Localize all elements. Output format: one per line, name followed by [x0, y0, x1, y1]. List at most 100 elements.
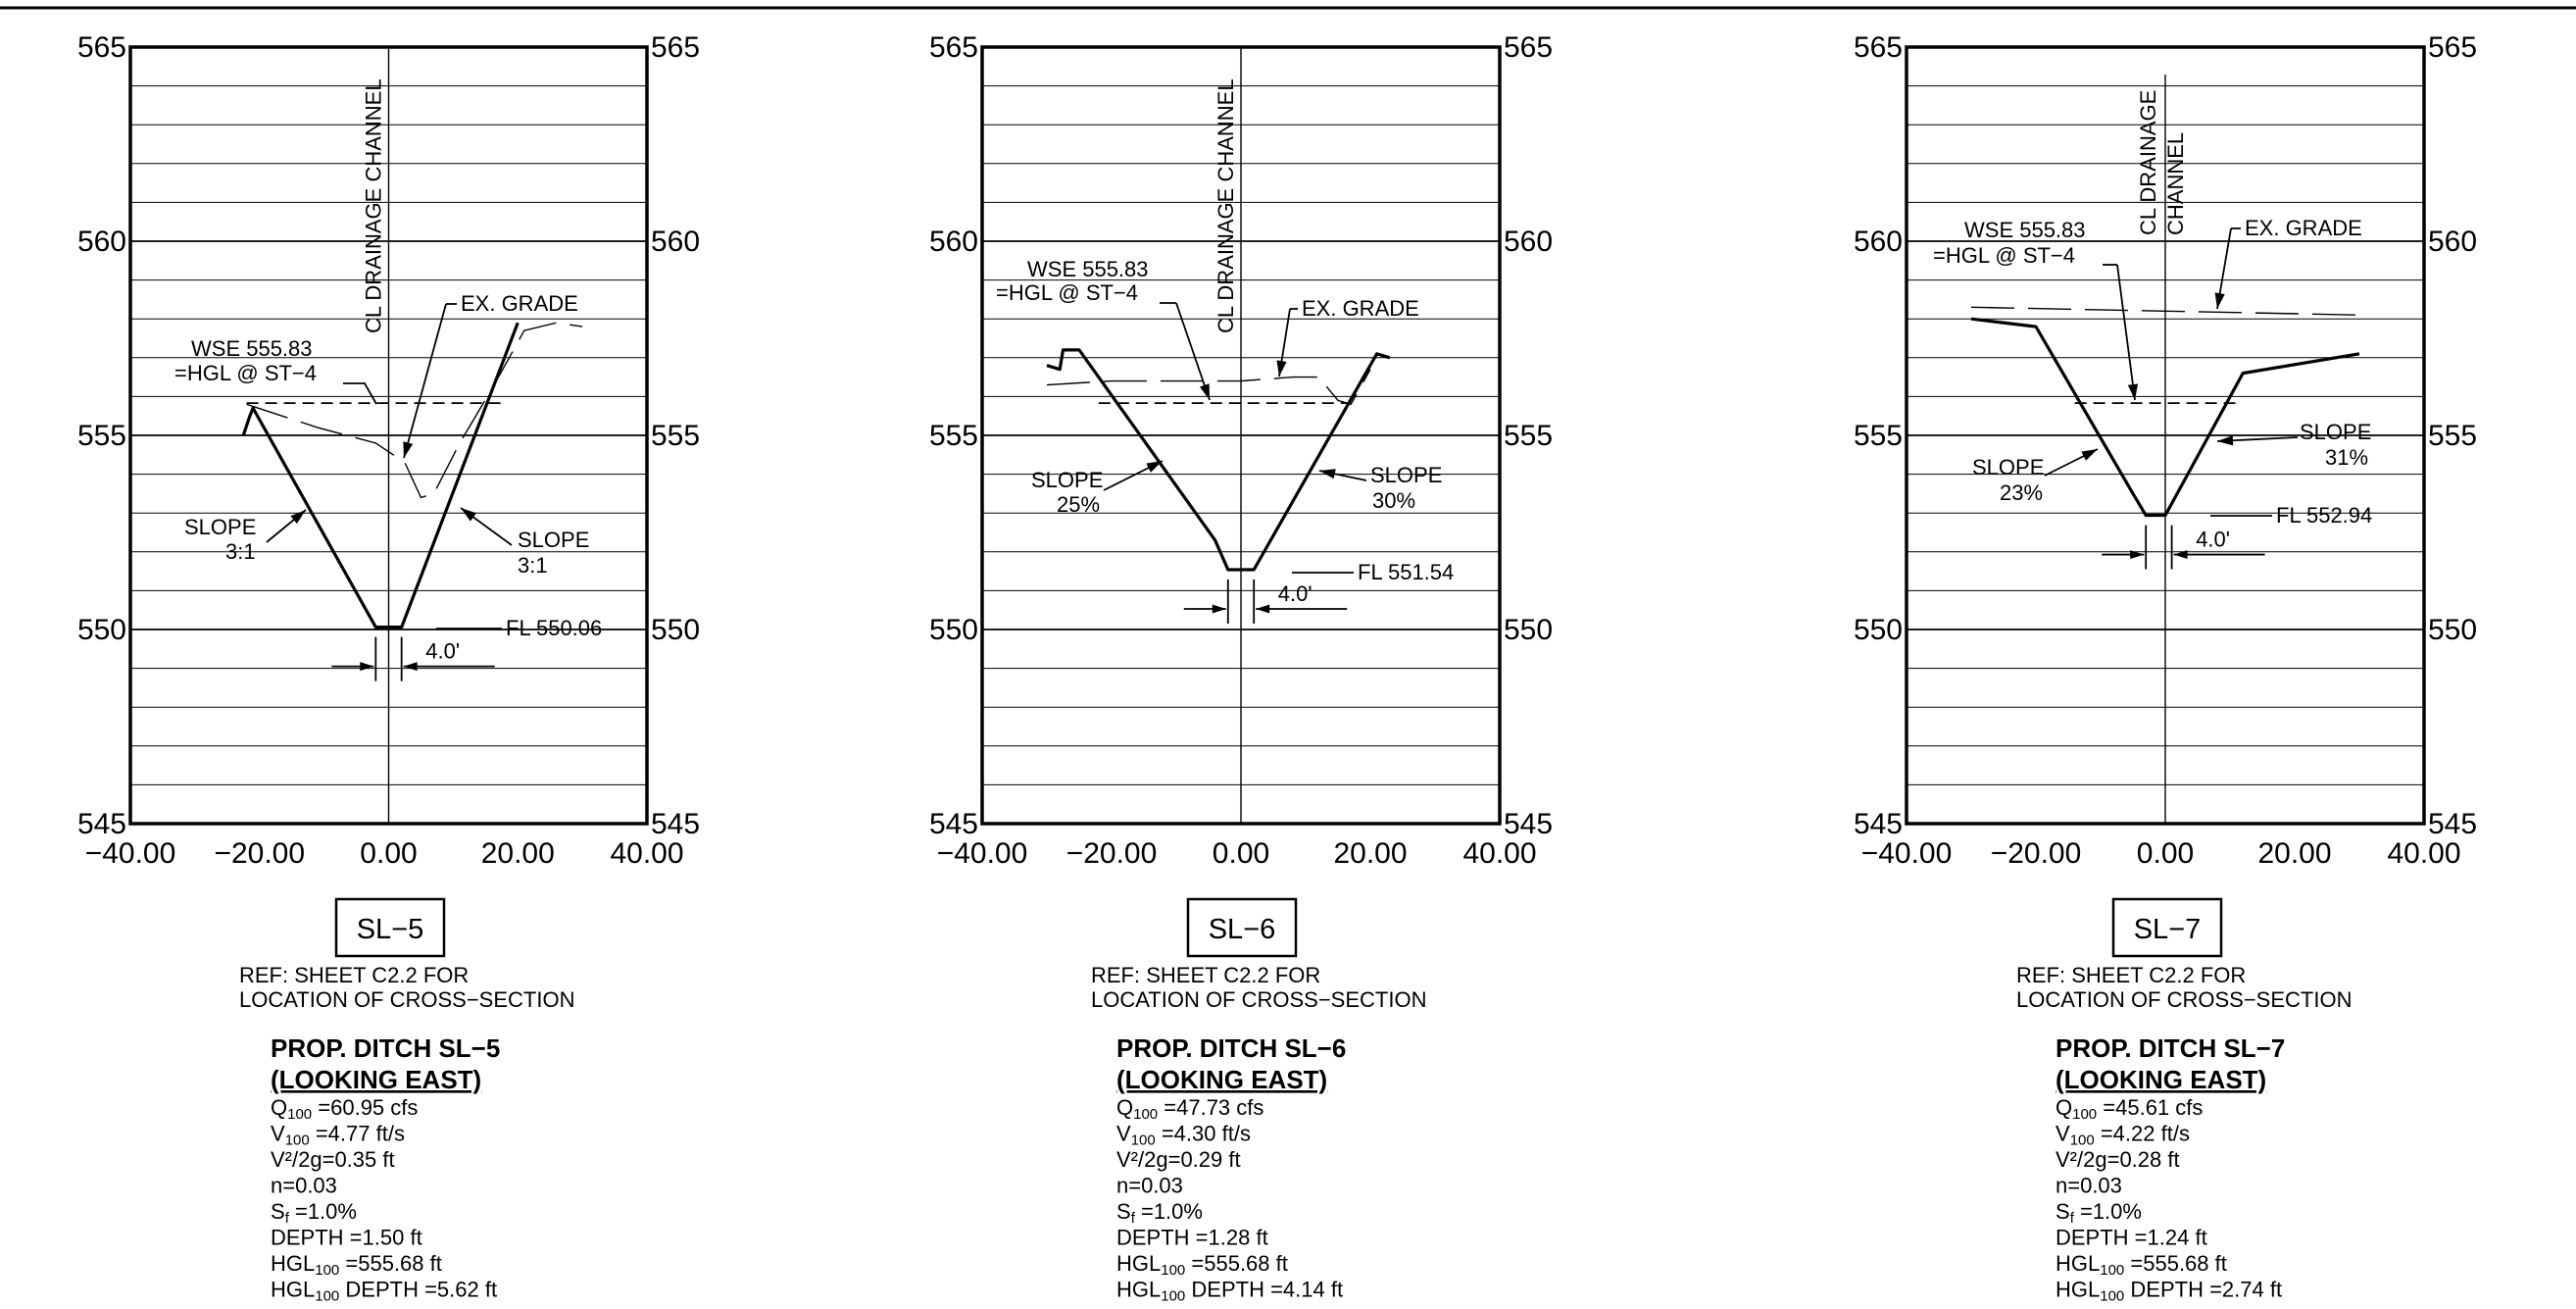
flowline-label: FL 552.94: [2276, 503, 2372, 528]
y-tick-label-left: 550: [929, 614, 978, 646]
section-label: SL−7: [2134, 914, 2202, 945]
y-tick-label-right: 560: [651, 226, 700, 258]
wse-hgl-label: =HGL @ ST−4: [996, 280, 1138, 305]
left-slope-label-1: SLOPE: [1972, 455, 2044, 479]
x-tick-label: 40.00: [610, 837, 683, 870]
hydraulic-value: Sf =1.0%: [271, 1199, 357, 1227]
dimension-arrow-right-head: [2173, 550, 2188, 560]
centerline-label-line2: CHANNEL: [2163, 132, 2188, 235]
x-tick-label: 0.00: [1213, 837, 1269, 870]
y-tick-label-right: 565: [2428, 31, 2477, 64]
proposed-ditch-profile: [1970, 317, 2360, 518]
y-tick-label-right: 565: [1504, 31, 1553, 64]
x-tick-label: 20.00: [1333, 837, 1407, 870]
hydraulic-value: V²/2g=0.29 ft: [1116, 1147, 1241, 1172]
x-tick-label: −40.00: [937, 837, 1028, 870]
ref-note-line1: REF: SHEET C2.2 FOR: [1091, 963, 1320, 987]
y-tick-label-left: 555: [77, 420, 126, 452]
proposed-ditch-profile: [241, 322, 520, 629]
left-slope-leader-head: [1146, 461, 1163, 473]
hydraulic-value: Q100 =60.95 cfs: [271, 1095, 418, 1123]
y-tick-label-right: 545: [651, 808, 700, 840]
wse-label: WSE 555.83: [191, 336, 313, 361]
hydraulic-value: V²/2g=0.35 ft: [271, 1147, 395, 1172]
y-tick-label-right: 550: [1504, 614, 1553, 646]
wse-hgl-label: =HGL @ ST−4: [174, 361, 317, 385]
y-tick-label-left: 560: [77, 226, 126, 258]
y-tick-label-right: 555: [1504, 420, 1553, 452]
ex-grade-label: EX. GRADE: [2245, 216, 2362, 240]
ex-grade-label: EX. GRADE: [461, 291, 578, 316]
hydraulic-value: Q100 =47.73 cfs: [1116, 1095, 1263, 1123]
y-tick-label-left: 565: [929, 31, 978, 64]
ex-grade-leader-head: [2214, 292, 2225, 309]
y-tick-label-right: 555: [651, 420, 700, 452]
hydraulic-value: DEPTH =1.28 ft: [1116, 1226, 1268, 1250]
dimension-arrow-left-head: [2130, 550, 2145, 560]
dimension-arrow-left-head: [360, 662, 374, 672]
right-slope-leader-head: [2217, 435, 2234, 446]
right-slope-label-1: SLOPE: [518, 528, 589, 552]
hydraulic-value: DEPTH =1.24 ft: [2056, 1226, 2207, 1250]
x-tick-label: −40.00: [1861, 837, 1953, 870]
wse-label: WSE 555.83: [1964, 218, 2086, 242]
hydraulic-value: V100 =4.22 ft/s: [2056, 1122, 2190, 1149]
wse-leader-head: [2127, 383, 2139, 400]
y-tick-label-left: 560: [1854, 226, 1903, 258]
hydraulic-value: n=0.03: [271, 1174, 337, 1198]
wse-hgl-label: =HGL @ ST−4: [1933, 243, 2075, 268]
ref-note-line2: LOCATION OF CROSS−SECTION: [2016, 987, 2352, 1012]
width-label: 4.0': [425, 639, 460, 664]
left-slope-label-2: 23%: [2000, 480, 2043, 505]
hydraulic-value: Sf =1.0%: [1116, 1199, 1203, 1227]
y-tick-label-left: 545: [1854, 808, 1903, 840]
y-tick-label-right: 545: [1504, 808, 1553, 840]
looking-direction: (LOOKING EAST): [1116, 1065, 1327, 1094]
width-label: 4.0': [1278, 581, 1313, 606]
left-slope-leader-head: [2081, 449, 2098, 461]
left-slope-label-2: 3:1: [225, 539, 256, 564]
centerline-label: CL DRAINAGE CHANNEL: [1214, 78, 1238, 333]
wse-leader-head: [1199, 383, 1210, 400]
section-label: SL−6: [1209, 914, 1276, 945]
y-tick-label-left: 555: [1854, 420, 1903, 452]
ref-note-line1: REF: SHEET C2.2 FOR: [239, 963, 469, 987]
looking-direction: (LOOKING EAST): [271, 1065, 481, 1094]
y-tick-label-right: 545: [2428, 808, 2477, 840]
y-tick-label-left: 565: [77, 31, 126, 64]
right-slope-leader-head: [461, 508, 476, 522]
left-slope-leader-head: [290, 510, 306, 525]
ex-grade-leader-head: [403, 441, 414, 458]
proposed-ditch-profile: [1046, 348, 1391, 572]
x-tick-label: 0.00: [2137, 837, 2194, 870]
width-label: 4.0': [2196, 528, 2230, 552]
y-tick-label-right: 565: [651, 31, 700, 64]
right-slope-leader-head: [1319, 469, 1336, 479]
cross-section-sl-5: 545 545 550 550 555 555 560 560 565 565 −40.00 −20.…: [77, 31, 700, 1304]
x-tick-label: 40.00: [2387, 837, 2460, 870]
x-tick-label: −40.00: [85, 837, 176, 870]
hydraulic-value: Q100 =45.61 cfs: [2056, 1095, 2203, 1123]
x-tick-label: 0.00: [360, 837, 417, 870]
existing-grade-line: [246, 322, 583, 499]
y-tick-label-left: 545: [77, 808, 126, 840]
hydraulic-value: HGL100 DEPTH =4.14 ft: [1116, 1278, 1343, 1305]
y-tick-label-right: 560: [2428, 226, 2477, 258]
y-tick-label-left: 560: [929, 226, 978, 258]
left-slope-label-1: SLOPE: [184, 515, 256, 539]
wse-leader: [343, 382, 377, 405]
left-slope-label-1: SLOPE: [1031, 468, 1103, 492]
section-label: SL−5: [357, 914, 424, 945]
centerline-label-line1: CL DRAINAGE: [2136, 90, 2160, 235]
ditch-title: PROP. DITCH SL−5: [271, 1033, 500, 1063]
y-tick-label-left: 565: [1854, 31, 1903, 64]
looking-direction: (LOOKING EAST): [2056, 1065, 2266, 1094]
hydraulic-value: V100 =4.30 ft/s: [1116, 1122, 1251, 1149]
x-tick-label: −20.00: [1066, 837, 1158, 870]
ref-note-line1: REF: SHEET C2.2 FOR: [2016, 963, 2246, 987]
wse-leader-line: [1175, 302, 1211, 401]
ex-grade-label: EX. GRADE: [1302, 296, 1419, 321]
x-tick-label: −20.00: [1991, 837, 2082, 870]
y-tick-label-right: 560: [1504, 226, 1553, 258]
hydraulic-value: V²/2g=0.28 ft: [2056, 1147, 2180, 1172]
